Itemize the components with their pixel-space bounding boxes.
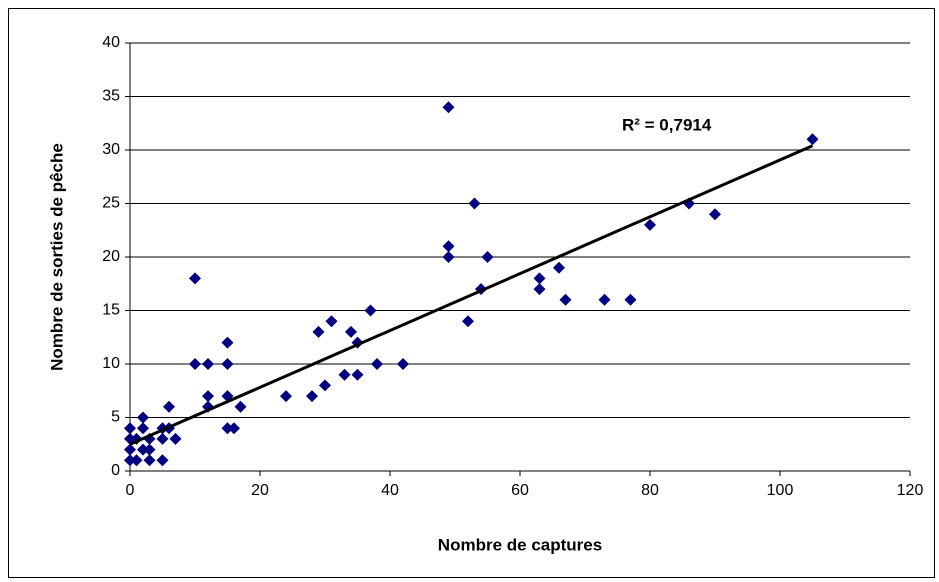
y-tick-label: 5: [111, 409, 120, 426]
point: [130, 454, 143, 467]
point: [169, 432, 182, 445]
point: [124, 454, 136, 467]
point: [143, 454, 156, 467]
point: [364, 304, 377, 317]
point: [351, 368, 364, 381]
point: [124, 443, 136, 456]
point: [143, 443, 156, 456]
point: [312, 325, 325, 338]
point: [221, 336, 234, 349]
point: [533, 272, 546, 285]
y-tick-label: 35: [102, 88, 120, 105]
point: [709, 208, 721, 221]
point: [280, 390, 292, 403]
point: [442, 251, 455, 263]
r-squared-annotation: R² = 0,7914: [622, 115, 712, 134]
x-tick-label: 80: [641, 482, 659, 499]
point: [462, 315, 474, 328]
point: [598, 293, 611, 306]
point: [202, 390, 214, 403]
point: [371, 358, 383, 370]
y-tick-label: 40: [102, 34, 120, 51]
point: [234, 400, 247, 413]
point: [137, 411, 149, 424]
point: [319, 379, 331, 392]
x-tick-label: 120: [897, 482, 924, 499]
point: [189, 272, 201, 285]
y-tick-label: 30: [102, 141, 120, 158]
point: [806, 133, 819, 146]
y-tick-label: 20: [102, 248, 120, 265]
point: [442, 240, 455, 253]
y-tick-label: 15: [102, 302, 120, 319]
point: [189, 358, 201, 370]
point: [156, 454, 169, 467]
point: [221, 358, 234, 370]
point: [221, 422, 234, 435]
y-tick-label: 10: [102, 355, 120, 372]
point: [533, 283, 546, 296]
point: [338, 368, 351, 381]
point: [644, 218, 656, 231]
point: [124, 422, 136, 435]
point: [163, 400, 175, 413]
point: [559, 293, 572, 306]
point: [553, 261, 565, 274]
point: [306, 390, 318, 403]
x-tick-label: 100: [767, 482, 794, 499]
point: [624, 293, 637, 306]
point: [442, 101, 455, 114]
point: [397, 358, 409, 370]
y-axis-title: Nombre de sorties de pêche: [47, 143, 66, 371]
point: [156, 432, 169, 445]
point: [325, 315, 338, 328]
point: [202, 358, 214, 370]
point: [228, 422, 240, 435]
x-tick-label: 40: [381, 482, 399, 499]
point: [137, 443, 149, 456]
y-tick-label: 25: [102, 195, 120, 212]
trendline: [129, 144, 814, 446]
x-axis-title: Nombre de captures: [438, 535, 602, 554]
point: [468, 197, 481, 210]
x-tick-label: 0: [126, 482, 135, 499]
point: [345, 325, 357, 338]
x-tick-label: 60: [511, 482, 529, 499]
x-tick-label: 20: [251, 482, 269, 499]
chart-frame: [8, 8, 935, 578]
point: [137, 422, 149, 435]
point: [481, 251, 494, 263]
y-tick-label: 0: [111, 462, 120, 479]
